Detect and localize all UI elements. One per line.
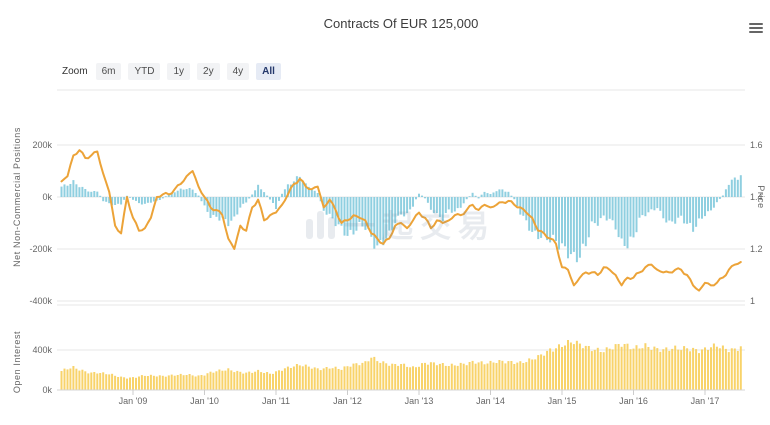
zoom-label: Zoom (62, 66, 88, 77)
y-tick-left-neg200k: -200k (29, 244, 52, 254)
y-tick-left-200k: 200k (32, 140, 52, 150)
left-axis-title: Net Non-Commercial Positions (12, 127, 22, 267)
y-tick-right-1-6: 1.6 (750, 140, 763, 150)
hamburger-menu-icon[interactable] (749, 23, 763, 35)
x-axis-label: Jan '13 (404, 396, 434, 406)
x-axis-label: Jan '12 (333, 396, 362, 406)
gridlines (57, 89, 745, 351)
y-tick-right-1-4: 1.4 (750, 192, 763, 202)
x-axis-label: Jan '11 (261, 396, 291, 406)
open-interest-series[interactable] (60, 340, 742, 390)
chart-title: Contracts Of EUR 125,000 (323, 16, 479, 31)
range-button-6m[interactable]: 6m (95, 63, 122, 80)
range-button-2y[interactable]: 2y (197, 63, 220, 80)
price-axis-title: Price (756, 185, 766, 209)
y-tick-oi-0k: 0k (42, 385, 52, 395)
range-button-4y[interactable]: 4y (226, 63, 250, 80)
price-series[interactable] (60, 149, 742, 292)
x-axis-label: Jan '09 (118, 396, 148, 406)
y-tick-right-1: 1 (750, 296, 756, 306)
x-axis-label: Jan '15 (547, 396, 577, 406)
y-tick-oi-400k: 400k (32, 345, 52, 355)
range-button-1y[interactable]: 1y (167, 63, 191, 80)
y-tick-right-1-2: 1.2 (750, 244, 763, 254)
range-button-all[interactable]: All (256, 63, 281, 80)
x-axis-label: Jan '17 (690, 396, 720, 406)
x-axis-tick-marks (132, 390, 706, 395)
range-selector: Zoom 6m YTD 1y 2y 4y All (62, 63, 281, 80)
open-interest-axis-title: Open Interest (12, 330, 22, 394)
y-tick-left-0k: 0k (42, 192, 52, 202)
range-button-ytd[interactable]: YTD (128, 63, 161, 80)
x-axis-label: Jan '10 (190, 396, 219, 406)
x-axis-label: Jan '16 (619, 396, 648, 406)
x-axis-label: Jan '14 (476, 396, 505, 406)
y-tick-left-neg400k: -400k (29, 296, 52, 306)
